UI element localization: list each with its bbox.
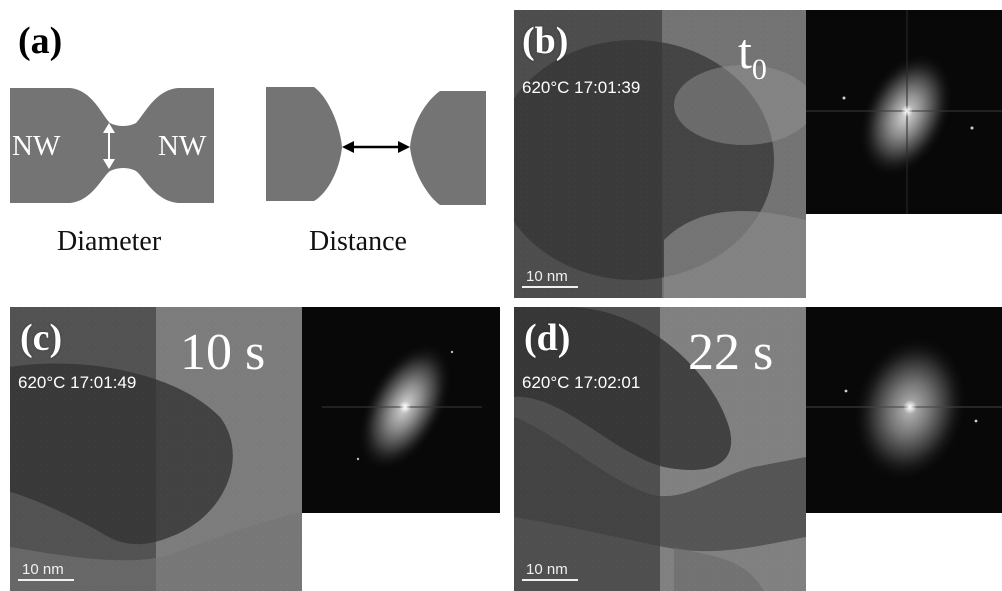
nw-label-left: NW: [12, 130, 61, 162]
panel-c-temp-time: 620°C 17:01:49: [18, 373, 137, 392]
panel-b-temp-time: 620°C 17:01:39: [522, 78, 641, 97]
panel-d-temp-time: 620°C 17:02:01: [522, 373, 641, 392]
panel-a-letter: (a): [18, 20, 63, 62]
scale-bar-d-label: 10 nm: [526, 561, 568, 578]
panel-b-letter: (b): [522, 20, 569, 62]
fft-image-c: [302, 307, 500, 513]
nanowire-left-piece: [266, 87, 342, 201]
panel-d-time-label: 22 s: [688, 324, 774, 381]
schematic-diagram: [10, 87, 486, 205]
scale-bar-b-label: 10 nm: [526, 268, 568, 285]
caption-diameter: Diameter: [57, 226, 162, 257]
diameter-arrow-icon: [103, 123, 115, 169]
nw-label-right: NW: [158, 130, 207, 162]
scale-bar-d: [522, 579, 578, 581]
scale-bar-c-label: 10 nm: [22, 561, 64, 578]
nanowire-right-piece: [410, 91, 486, 205]
panel-b-time-label: t0: [738, 23, 767, 86]
fft-image-b: [806, 10, 1002, 214]
tem-image-b: (b) 620°C 17:01:39 t0 10 nm: [514, 10, 806, 298]
distance-arrow-icon: [342, 141, 410, 153]
nanowire-neck-shape: [10, 88, 214, 203]
fft-image-d: [806, 307, 1002, 513]
panel-c-time-label: 10 s: [180, 324, 266, 381]
caption-distance: Distance: [309, 226, 407, 257]
scale-bar-c: [18, 579, 74, 581]
tem-image-c: (c) 620°C 17:01:49 10 s 10 nm: [10, 307, 302, 591]
tem-image-d: (d) 620°C 17:02:01 22 s 10 nm: [514, 307, 806, 591]
panel-c-letter: (c): [20, 317, 63, 359]
scale-bar-b: [522, 286, 578, 288]
panel-d-letter: (d): [524, 317, 571, 359]
